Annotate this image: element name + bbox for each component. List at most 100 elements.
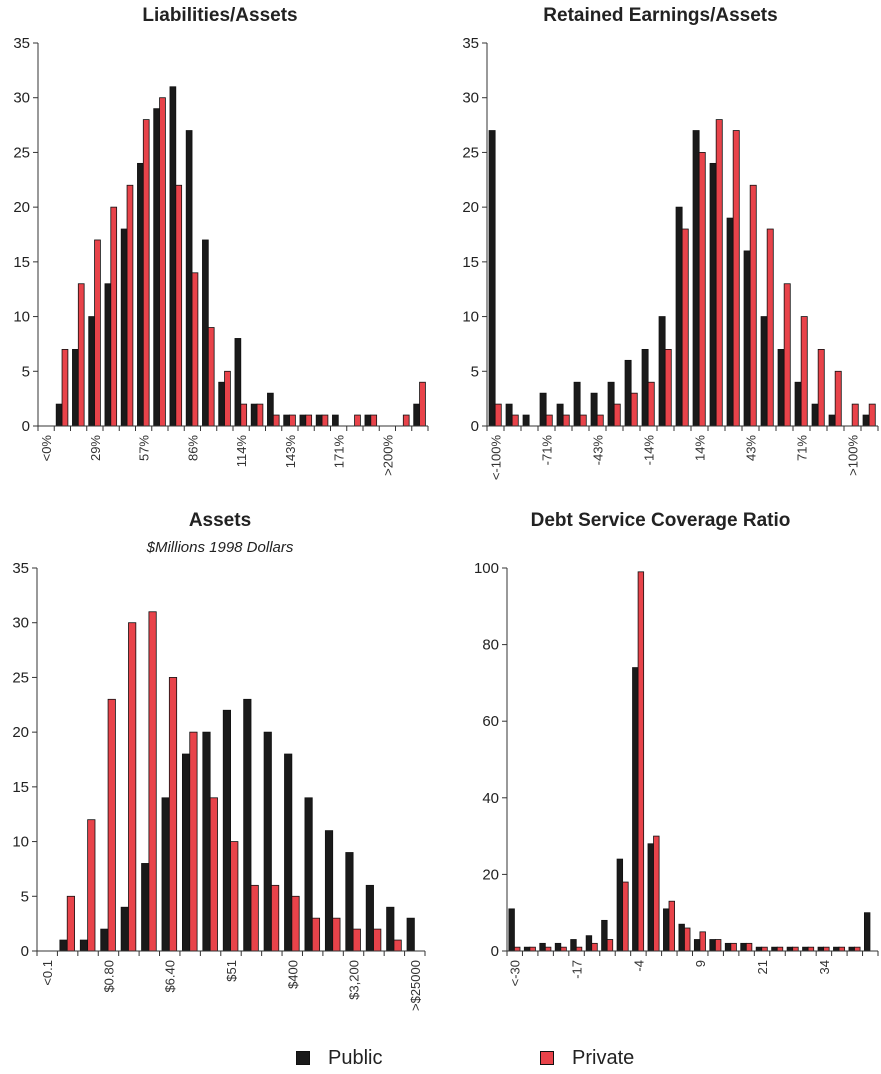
bar-private bbox=[305, 414, 313, 427]
x-tick-label: <-30 bbox=[508, 960, 523, 986]
y-tick-label: 35 bbox=[462, 35, 479, 52]
legend-item-public: Public bbox=[296, 1044, 382, 1072]
bar-public bbox=[88, 316, 95, 427]
bar-public bbox=[786, 946, 794, 952]
bar-public bbox=[508, 908, 515, 952]
bar-public bbox=[678, 923, 685, 952]
bar-private bbox=[562, 414, 570, 427]
x-tick-label: 57% bbox=[137, 435, 152, 461]
bar-public bbox=[505, 403, 513, 427]
bar-private bbox=[87, 819, 96, 952]
x-tick-label: -14% bbox=[642, 435, 657, 466]
bar-private bbox=[834, 370, 842, 427]
y-tick-label: 25 bbox=[13, 144, 30, 161]
bar-public bbox=[55, 403, 63, 427]
y-tick-label: 15 bbox=[462, 254, 479, 271]
bar-private bbox=[352, 928, 361, 952]
bar-public bbox=[556, 403, 564, 427]
bar-public bbox=[120, 228, 128, 427]
bar-private bbox=[321, 414, 329, 427]
bar-private bbox=[637, 571, 645, 952]
bar-public bbox=[811, 403, 819, 427]
bar-private bbox=[511, 414, 519, 427]
bar-public bbox=[554, 942, 562, 952]
bar-public bbox=[284, 753, 293, 952]
bar-public bbox=[724, 942, 732, 952]
bar-private bbox=[209, 797, 218, 952]
bar-public bbox=[522, 414, 530, 427]
x-tick-label: >100% bbox=[846, 435, 861, 476]
bar-public bbox=[104, 283, 112, 427]
y-tick-label: 0 bbox=[21, 943, 29, 960]
y-tick-label: 0 bbox=[491, 943, 499, 960]
x-tick-label: 34 bbox=[817, 960, 832, 974]
bar-private bbox=[800, 316, 808, 427]
bar-private bbox=[272, 414, 280, 427]
y-tick-label: 15 bbox=[12, 779, 29, 796]
bar-private bbox=[393, 939, 402, 952]
x-tick-label: $400 bbox=[285, 960, 300, 989]
chart-title: Liabilities/Assets bbox=[142, 5, 298, 26]
bar-private bbox=[289, 414, 296, 427]
chart-assets: Assets $Millions 1998 Dollars 0 5 10 15 20 25… bbox=[0, 505, 440, 1035]
bar-public bbox=[726, 217, 734, 427]
bar-public bbox=[222, 709, 231, 952]
bar-public bbox=[539, 942, 546, 952]
y-tick-label: 100 bbox=[474, 560, 499, 577]
y-tick-label: 20 bbox=[12, 724, 29, 741]
bar-public bbox=[137, 162, 144, 427]
bar-private bbox=[838, 946, 846, 952]
bar-public bbox=[632, 667, 639, 952]
bar-public bbox=[828, 414, 836, 427]
bar-private bbox=[66, 895, 75, 952]
bar-private bbox=[698, 152, 706, 427]
y-tick-label: 10 bbox=[462, 309, 479, 326]
bar-private bbox=[681, 228, 689, 427]
y-tick-label: 20 bbox=[13, 199, 30, 216]
bar-private bbox=[370, 414, 378, 427]
bar-private bbox=[606, 939, 614, 952]
bar-private bbox=[191, 272, 199, 427]
bar-private bbox=[494, 403, 502, 427]
y-tick-label: 25 bbox=[12, 669, 29, 686]
bar-private bbox=[783, 283, 791, 427]
bar-private bbox=[291, 895, 300, 952]
bar-private bbox=[110, 206, 118, 427]
bar-private bbox=[854, 946, 861, 952]
x-tick-label: <0.1 bbox=[40, 960, 55, 986]
bar-public bbox=[862, 414, 870, 427]
bar-public bbox=[488, 130, 496, 427]
bar-private bbox=[107, 698, 116, 952]
bar-public bbox=[740, 942, 747, 952]
bar-private bbox=[575, 946, 583, 952]
bar-public bbox=[601, 919, 608, 952]
bar-public bbox=[658, 316, 666, 427]
bar-public bbox=[234, 338, 242, 427]
bar-private bbox=[776, 946, 784, 952]
x-tick-label: 47 bbox=[879, 960, 881, 974]
bar-public bbox=[616, 858, 624, 952]
bar-private bbox=[230, 841, 239, 952]
y-tick-label: 25 bbox=[462, 144, 479, 161]
bar-public bbox=[283, 414, 290, 427]
y-tick-label: 5 bbox=[22, 363, 30, 380]
bar-public bbox=[647, 843, 654, 952]
chart-plot: 0 5 10 15 20 25 30 35 <0% 29% 57% 86% 114% 143% 171% >2… bbox=[13, 35, 429, 476]
bar-private bbox=[128, 622, 137, 952]
bar-public bbox=[218, 381, 225, 427]
bar-public bbox=[590, 392, 598, 427]
bar-public bbox=[607, 381, 615, 427]
bar-private bbox=[684, 927, 691, 952]
bar-public bbox=[315, 414, 323, 427]
bar-private bbox=[271, 884, 280, 952]
y-tick-label: 80 bbox=[482, 637, 499, 654]
chart-subtitle: $Millions 1998 Dollars bbox=[146, 539, 294, 556]
bar-private bbox=[240, 403, 248, 427]
bar-private bbox=[148, 611, 157, 952]
bar-private bbox=[126, 184, 134, 427]
bar-public bbox=[833, 946, 840, 952]
bar-public bbox=[585, 935, 593, 952]
bar-public bbox=[624, 359, 632, 427]
y-tick-label: 40 bbox=[482, 790, 499, 807]
bar-private bbox=[207, 327, 215, 427]
